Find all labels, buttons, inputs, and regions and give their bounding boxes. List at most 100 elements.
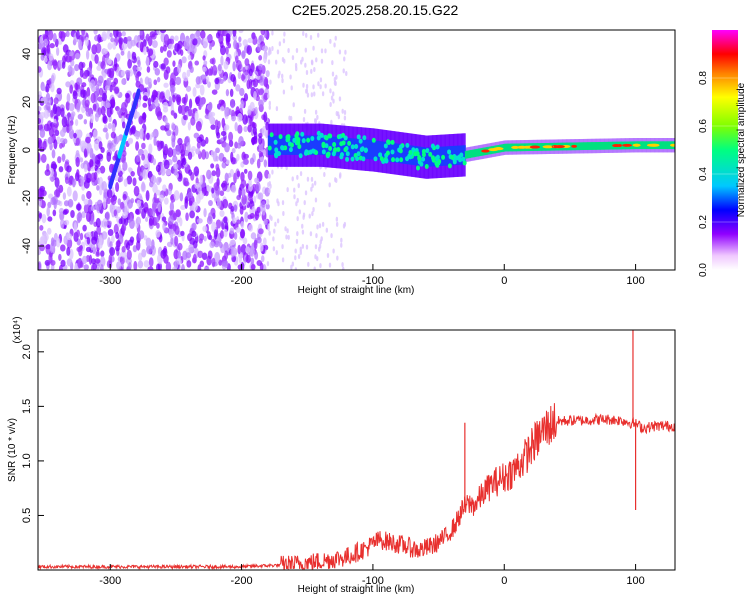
- noise-blob: [155, 176, 161, 186]
- noise-blob: [52, 195, 58, 205]
- noise-blob: [333, 77, 337, 83]
- signal-core: [401, 144, 405, 164]
- signal-core: [579, 142, 582, 151]
- noise-blob: [295, 66, 298, 72]
- signal-core: [610, 141, 613, 150]
- signal-core: [643, 141, 646, 150]
- noise-blob: [272, 236, 275, 242]
- noise-blob: [169, 201, 175, 212]
- noise-blob: [210, 66, 214, 76]
- signal-core: [468, 150, 471, 158]
- noise-blob: [248, 183, 253, 192]
- noise-blob: [186, 69, 191, 77]
- noise-blob: [62, 209, 68, 216]
- noise-blob: [135, 111, 140, 119]
- signal-core: [380, 141, 383, 161]
- noise-blob: [342, 68, 345, 74]
- noise-blob: [102, 217, 108, 229]
- noise-blob: [126, 249, 132, 260]
- noise-blob: [56, 87, 62, 95]
- noise-blob: [243, 153, 249, 160]
- noise-blob: [97, 79, 102, 87]
- signal-core: [399, 144, 402, 164]
- colorbar-tick-label: 0.2: [698, 215, 709, 229]
- noise-blob: [281, 244, 284, 250]
- noise-blob: [112, 83, 116, 91]
- signal-blob: [431, 157, 436, 163]
- noise-blob: [259, 242, 264, 252]
- noise-blob: [111, 235, 115, 244]
- signal-peak: [617, 143, 622, 147]
- noise-blob: [213, 229, 218, 240]
- noise-blob: [153, 192, 157, 204]
- signal-core: [502, 144, 506, 152]
- noise-blob: [281, 78, 284, 84]
- noise-blob: [118, 175, 124, 183]
- noise-blob: [173, 190, 180, 201]
- noise-blob: [274, 221, 277, 227]
- noise-blob: [286, 187, 289, 193]
- noise-blob: [239, 206, 244, 215]
- noise-blob: [319, 77, 323, 83]
- noise-blob: [313, 266, 316, 270]
- noise-blob: [90, 264, 95, 270]
- noise-blob: [93, 30, 98, 35]
- signal-blob: [286, 136, 291, 142]
- noise-blob: [66, 246, 71, 257]
- noise-blob: [312, 84, 315, 90]
- noise-blob: [174, 42, 180, 52]
- x-tick-label: -100: [362, 275, 384, 287]
- noise-blob: [149, 31, 156, 38]
- signal-core: [317, 135, 320, 155]
- noise-blob: [69, 50, 74, 57]
- noise-blob: [294, 248, 297, 254]
- noise-blob: [79, 68, 84, 78]
- signal-core: [319, 135, 322, 155]
- noise-blob: [155, 216, 160, 223]
- noise-blob: [98, 141, 103, 150]
- noise-blob: [108, 254, 113, 265]
- noise-blob: [151, 40, 158, 49]
- noise-blob: [195, 148, 201, 155]
- noise-blob: [172, 155, 178, 163]
- signal-core: [301, 135, 305, 155]
- noise-blob: [179, 192, 184, 202]
- noise-blob: [51, 149, 56, 159]
- noise-blob: [62, 44, 69, 53]
- noise-blob: [114, 86, 120, 94]
- noise-blob: [39, 111, 46, 119]
- signal-core: [668, 141, 671, 150]
- signal-core: [271, 135, 274, 155]
- noise-blob: [111, 144, 116, 152]
- noise-blob: [184, 115, 189, 121]
- noise-blob: [148, 257, 154, 267]
- noise-blob: [98, 87, 104, 96]
- noise-blob: [302, 31, 305, 37]
- snr-series-line: [38, 403, 675, 570]
- noise-blob: [174, 235, 179, 247]
- signal-blob: [386, 139, 391, 145]
- signal-blob: [297, 144, 302, 150]
- noise-blob: [80, 175, 84, 187]
- signal-blob: [399, 157, 404, 163]
- noise-blob: [133, 260, 138, 270]
- x-tick-label: -200: [231, 275, 253, 287]
- noise-blob: [77, 257, 83, 269]
- noise-blob: [273, 228, 276, 234]
- signal-core: [357, 138, 360, 159]
- signal-blob: [327, 133, 332, 139]
- noise-blob: [305, 84, 309, 90]
- signal-blob: [345, 156, 350, 162]
- noise-blob: [103, 48, 108, 54]
- noise-blob: [143, 260, 150, 268]
- signal-core: [584, 142, 587, 150]
- noise-blob: [113, 77, 119, 85]
- signal-core: [589, 142, 592, 150]
- noise-blob: [116, 108, 122, 116]
- noise-blob: [304, 62, 307, 68]
- signal-core: [375, 140, 378, 160]
- noise-blob: [155, 229, 161, 238]
- x-tick-label: -300: [99, 575, 121, 587]
- signal-blob: [355, 156, 360, 162]
- noise-blob: [50, 237, 55, 247]
